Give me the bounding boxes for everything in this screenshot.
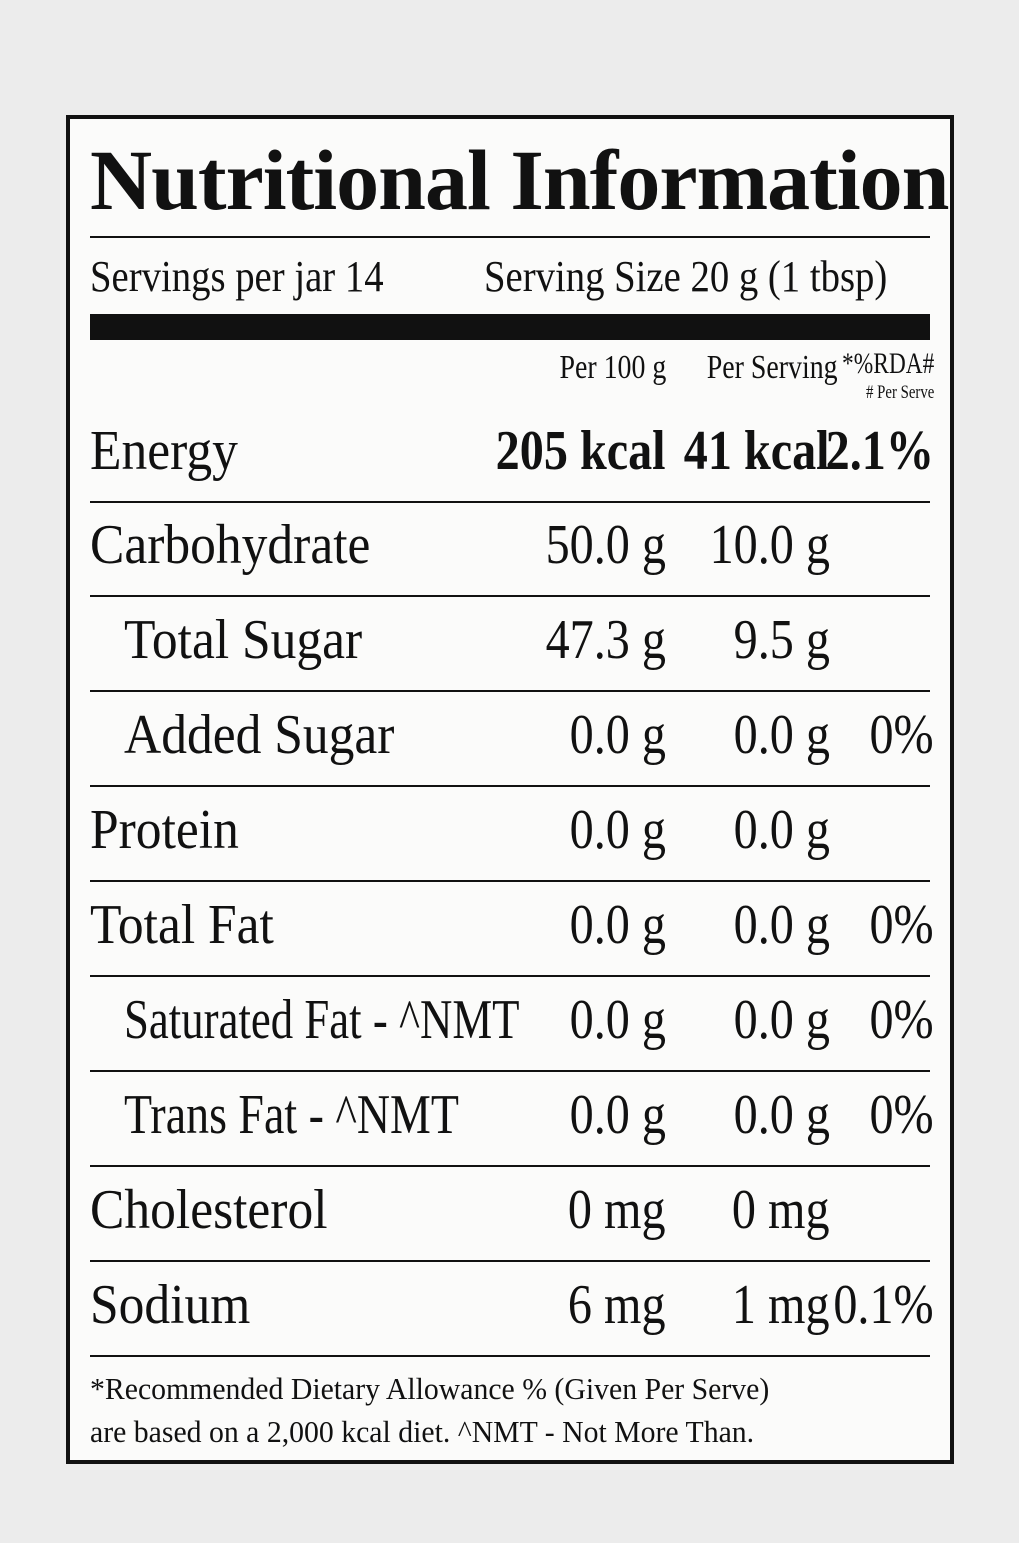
- nutrient-row-added-sugar: Added Sugar 0.0 g 0.0 g 0%: [90, 693, 934, 787]
- nutrient-name: Sodium: [90, 1274, 251, 1336]
- nutrient-name: Trans Fat - ^NMT: [124, 1084, 459, 1146]
- value-per-100g: 0 mg: [568, 1179, 666, 1241]
- nutrient-row-energy: Energy 205 kcal 41 kcal 2.1%: [90, 409, 934, 503]
- row-divider: [90, 785, 930, 787]
- value-per-100g: 0.0 g: [569, 704, 666, 766]
- nutrient-name: Carbohydrate: [90, 514, 371, 576]
- thick-divider: [90, 314, 930, 340]
- value-per-serving: 0.0 g: [733, 894, 830, 956]
- nutrient-row-total-sugar: Total Sugar 47.3 g 9.5 g: [90, 598, 930, 692]
- nutrient-name: Protein: [90, 799, 239, 861]
- row-divider: [90, 1260, 930, 1262]
- label-content: Nutritional Information Servings per jar…: [90, 119, 949, 1460]
- footnote-line-1: *Recommended Dietary Allowance % (Given …: [90, 1371, 770, 1406]
- value-per-serving: 0.0 g: [733, 799, 830, 861]
- nutrient-name: Cholesterol: [90, 1179, 328, 1241]
- value-per-serving: 9.5 g: [733, 609, 830, 671]
- value-per-100g: 0.0 g: [569, 989, 666, 1051]
- value-per-100g: 50.0 g: [545, 514, 666, 576]
- nutrient-name: Saturated Fat - ^NMT: [124, 989, 520, 1051]
- value-rda: 2.1%: [825, 420, 934, 482]
- nutrient-row-saturated-fat: Saturated Fat - ^NMT 0.0 g 0.0 g 0%: [90, 978, 934, 1072]
- value-per-serving: 0 mg: [732, 1179, 830, 1241]
- row-divider: [90, 975, 930, 977]
- servings-per-jar: Servings per jar 14: [90, 252, 384, 301]
- value-per-serving: 0.0 g: [733, 704, 830, 766]
- value-per-100g: 0.0 g: [569, 894, 666, 956]
- column-header-per-100g: Per 100 g: [559, 349, 666, 386]
- value-rda: 0%: [869, 1084, 934, 1146]
- value-rda: 0%: [869, 989, 934, 1051]
- value-per-100g: 47.3 g: [545, 609, 666, 671]
- value-per-100g: 6 mg: [568, 1274, 666, 1336]
- label-title: Nutritional Information: [90, 132, 949, 228]
- row-divider: [90, 1070, 930, 1072]
- nutrient-name: Total Sugar: [124, 609, 363, 671]
- value-per-serving: 41 kcal: [684, 420, 830, 482]
- value-per-serving: 1 mg: [732, 1274, 830, 1336]
- footnote: *Recommended Dietary Allowance % (Given …: [90, 1367, 769, 1453]
- column-header-rda: *%RDA# # Per Serve: [816, 347, 934, 403]
- row-divider: [90, 1355, 930, 1357]
- nutrient-name: Added Sugar: [124, 704, 395, 766]
- title-divider: [90, 236, 930, 238]
- row-divider: [90, 1165, 930, 1167]
- nutrient-row-total-fat: Total Fat 0.0 g 0.0 g 0%: [90, 883, 934, 977]
- nutrient-name: Total Fat: [90, 894, 274, 956]
- nutrition-label: Nutritional Information Servings per jar…: [66, 115, 954, 1464]
- column-header-per-serving: Per Serving: [707, 349, 838, 386]
- value-per-serving: 10.0 g: [709, 514, 830, 576]
- row-divider: [90, 690, 930, 692]
- nutrient-row-cholesterol: Cholesterol 0 mg 0 mg: [90, 1168, 930, 1262]
- nutrient-row-carbohydrate: Carbohydrate 50.0 g 10.0 g: [90, 503, 930, 597]
- nutrient-row-sodium: Sodium 6 mg 1 mg 0.1%: [90, 1263, 934, 1357]
- row-divider: [90, 880, 930, 882]
- nutrient-name: Energy: [90, 420, 238, 482]
- value-rda: 0.1%: [833, 1274, 934, 1336]
- value-per-serving: 0.0 g: [733, 989, 830, 1051]
- row-divider: [90, 595, 930, 597]
- footnote-line-2: are based on a 2,000 kcal diet. ^NMT - N…: [90, 1414, 755, 1449]
- rda-header-label: *%RDA#: [841, 347, 934, 380]
- value-per-100g: 205 kcal: [496, 420, 666, 482]
- rda-header-note: # Per Serve: [865, 382, 934, 403]
- value-per-100g: 0.0 g: [569, 799, 666, 861]
- value-rda: 0%: [869, 894, 934, 956]
- row-divider: [90, 501, 930, 503]
- value-per-serving: 0.0 g: [733, 1084, 830, 1146]
- nutrient-row-protein: Protein 0.0 g 0.0 g: [90, 788, 930, 882]
- nutrient-row-trans-fat: Trans Fat - ^NMT 0.0 g 0.0 g 0%: [90, 1073, 934, 1167]
- value-rda: 0%: [869, 704, 934, 766]
- serving-size: Serving Size 20 g (1 tbsp): [484, 252, 888, 301]
- value-per-100g: 0.0 g: [569, 1084, 666, 1146]
